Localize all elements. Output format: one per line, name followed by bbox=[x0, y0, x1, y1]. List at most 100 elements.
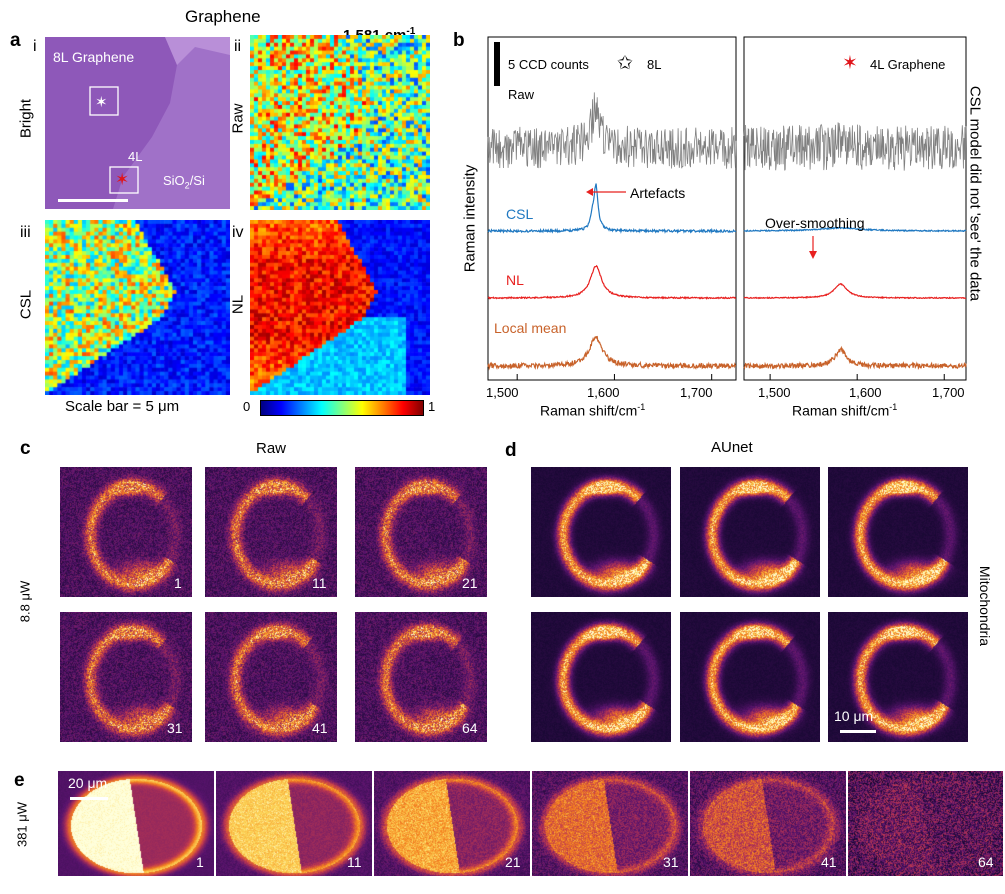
row-bright-label: Bright bbox=[17, 98, 35, 139]
raw-trace-4l bbox=[743, 122, 967, 171]
csl-trace-4l bbox=[743, 226, 967, 233]
panel-c-title: Raw bbox=[256, 440, 287, 457]
aunet-frame-3 bbox=[828, 467, 968, 597]
raw-frame-number: 1 bbox=[174, 575, 182, 591]
colorbar-max: 1 bbox=[428, 399, 436, 414]
e-frame-1 bbox=[58, 771, 214, 876]
raw-frame-number: 21 bbox=[462, 575, 478, 591]
raw-frame-64 bbox=[355, 612, 487, 742]
e-frame-41 bbox=[690, 771, 846, 876]
aunet-frame-1 bbox=[531, 467, 671, 597]
spectra-plots bbox=[487, 36, 967, 381]
nl-trace-8l bbox=[487, 264, 737, 300]
scale-marker bbox=[494, 42, 500, 86]
tick-left-1500: 1,500 bbox=[486, 385, 519, 400]
scale-bar bbox=[58, 199, 128, 202]
raw-heatmap bbox=[250, 35, 430, 210]
local-mean-trace-8l bbox=[487, 335, 737, 371]
tick-right-1700: 1,700 bbox=[932, 385, 965, 400]
aunet-frame-6 bbox=[828, 612, 968, 742]
e-frame-number: 1 bbox=[196, 854, 204, 870]
scale-bar-caption: Scale bar = 5 μm bbox=[65, 398, 180, 415]
panel-a-title: Graphene bbox=[185, 7, 261, 26]
local-mean-trace-4l bbox=[743, 345, 967, 371]
red-star-legend-icon: ✶ bbox=[842, 53, 858, 74]
artefacts-annotation: Artefacts bbox=[630, 185, 686, 201]
legend-4l: 4L Graphene bbox=[870, 57, 946, 72]
raw-frame-number: 11 bbox=[312, 575, 327, 591]
e-frame-64 bbox=[848, 771, 1003, 876]
trace-raw-label: Raw bbox=[508, 87, 535, 102]
row-csl-label: CSL bbox=[17, 289, 35, 320]
white-star-legend-icon: ✩ bbox=[617, 53, 633, 74]
tick-right-1500: 1,500 bbox=[758, 385, 791, 400]
raw-frame-21 bbox=[355, 467, 487, 597]
label-8l-graphene: 8L Graphene bbox=[53, 49, 135, 65]
white-star-icon: ✶ bbox=[95, 94, 108, 111]
right-plot-frame bbox=[743, 36, 967, 381]
e-frame-number: 41 bbox=[821, 854, 837, 870]
aunet-frame-2 bbox=[680, 467, 820, 597]
raw-frame-41 bbox=[205, 612, 337, 742]
sub-i: i bbox=[33, 38, 37, 55]
raw-frame-number: 64 bbox=[462, 720, 478, 736]
e-frame-number: 31 bbox=[663, 854, 679, 870]
aunet-scale-bar bbox=[840, 730, 876, 733]
raw-frame-1 bbox=[60, 467, 192, 597]
legend-8l: 8L bbox=[647, 57, 662, 72]
csl-trace-8l bbox=[487, 183, 737, 235]
panel-a-label: a bbox=[10, 30, 21, 51]
sub-iv: iv bbox=[232, 224, 244, 241]
y-axis-label: Raman intensity bbox=[461, 164, 479, 273]
e-frame-number: 64 bbox=[978, 854, 994, 870]
row-raw-label: Raw bbox=[229, 103, 247, 134]
raw-frame-number: 31 bbox=[167, 720, 183, 736]
left-plot-frame bbox=[487, 36, 737, 381]
nl-heatmap bbox=[250, 220, 430, 395]
tick-left-1600: 1,600 bbox=[587, 385, 620, 400]
scale-counts-label: 5 CCD counts bbox=[508, 57, 589, 72]
sub-ii: ii bbox=[234, 38, 242, 55]
e-frame-31 bbox=[532, 771, 688, 876]
trace-csl-label: CSL bbox=[506, 206, 534, 222]
power-8-8: 8.8 μW bbox=[17, 580, 33, 623]
panel-c-label: c bbox=[20, 438, 31, 459]
nl-trace-4l bbox=[743, 282, 966, 300]
panel-e-label: e bbox=[14, 770, 25, 791]
aunet-scale-label: 10 μm bbox=[834, 708, 874, 724]
e-frame-number: 21 bbox=[505, 854, 521, 870]
e-frame-21 bbox=[374, 771, 530, 876]
mitochondria-label: Mitochondria bbox=[977, 565, 993, 647]
oversmoothing-annotation: Over-smoothing bbox=[765, 215, 865, 231]
raw-frame-number: 41 bbox=[312, 720, 328, 736]
e-frame-11 bbox=[216, 771, 372, 876]
artefacts-arrowhead bbox=[586, 188, 593, 196]
panel-d-title: AUnet bbox=[711, 439, 753, 456]
raw-frame-31 bbox=[60, 612, 192, 742]
trace-nl-label: NL bbox=[506, 272, 524, 288]
aunet-frame-5 bbox=[680, 612, 820, 742]
e-scale-bar bbox=[70, 797, 108, 800]
raw-frame-11 bbox=[205, 467, 337, 597]
e-scale-label: 20 μm bbox=[68, 775, 108, 791]
bright-field-image: 8L Graphene ✶ 4L ✶ SiO2/Si bbox=[45, 37, 230, 209]
colorbar bbox=[260, 400, 424, 416]
trace-local-label: Local mean bbox=[494, 320, 567, 336]
colorbar-min: 0 bbox=[243, 399, 251, 414]
tick-left-1700: 1,700 bbox=[680, 385, 713, 400]
raw-trace-8l bbox=[487, 92, 737, 169]
red-star-icon: ✶ bbox=[115, 170, 130, 189]
sub-iii: iii bbox=[20, 224, 31, 241]
csl-heatmap bbox=[45, 220, 230, 395]
row-nl-label: NL bbox=[229, 294, 247, 315]
oversmoothing-arrowhead bbox=[809, 251, 817, 259]
panel-b-label: b bbox=[453, 30, 465, 51]
x-axis-label-right: Raman shift/cm-1 bbox=[792, 402, 898, 419]
label-sio2: SiO2/Si bbox=[163, 173, 205, 191]
label-4l: 4L bbox=[128, 149, 143, 164]
aunet-frame-4 bbox=[531, 612, 671, 742]
panel-d-label: d bbox=[505, 440, 517, 461]
x-axis-label-left: Raman shift/cm-1 bbox=[540, 402, 646, 419]
e-frame-number: 11 bbox=[347, 854, 362, 870]
tick-right-1600: 1,600 bbox=[849, 385, 882, 400]
